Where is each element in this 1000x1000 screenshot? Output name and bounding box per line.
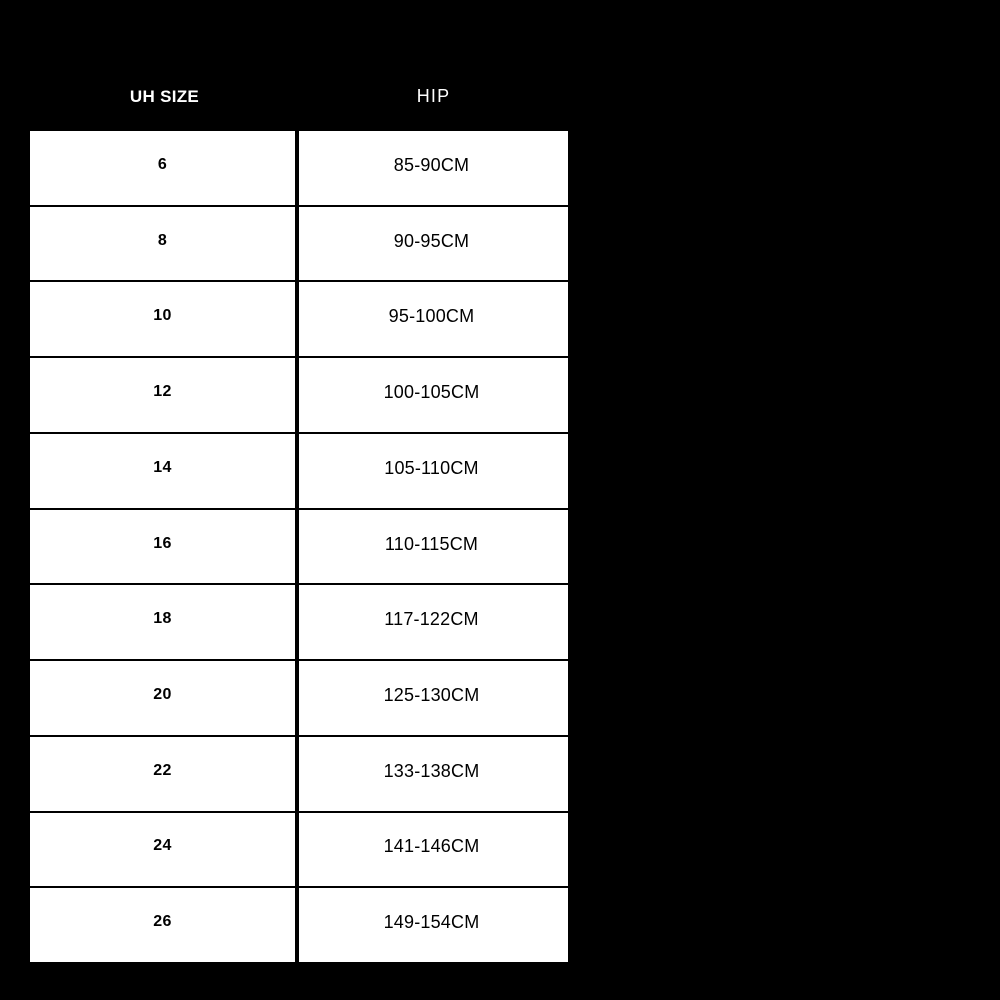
cell-hip: 95-100CM (388, 306, 475, 327)
cell-hip: 110-115CM (384, 533, 479, 554)
column-header-uh-size: UH SIZE (129, 86, 200, 106)
table-row: 6 85-90CM (30, 131, 568, 207)
cell-uh-size: 14 (30, 433, 299, 508)
cell-hip: 125-130CM (383, 685, 480, 705)
cell-hip: 133-138CM (383, 760, 480, 781)
cell-uh-size: 16 (30, 509, 299, 584)
table-row: 26 149-154CM (30, 888, 568, 963)
cell-uh-size: 24 (30, 812, 299, 887)
table-column-headers: UH SIZE HIP (30, 78, 568, 114)
cell-hip: 105-110CM (384, 457, 479, 478)
cell-hip: 141-146CM (383, 836, 480, 857)
table-row: 16 110-115CM (30, 509, 568, 586)
column-header-hip: HIP (416, 86, 451, 106)
cell-hip: 149-154CM (383, 912, 480, 933)
table-row: 10 95-100CM (30, 282, 568, 359)
cell-uh-size: 20 (30, 661, 299, 735)
cell-uh-size: 10 (30, 282, 299, 357)
table-row: 14 105-110CM (30, 433, 568, 510)
cell-uh-size: 6 (30, 131, 299, 205)
table-row: 20 125-130CM (30, 661, 568, 737)
cell-uh-size: 22 (30, 736, 299, 811)
cell-hip: 90-95CM (393, 230, 470, 251)
table-row: 18 117-122CM (30, 585, 568, 662)
size-chart-table: 6 85-90CM 8 90-95CM 10 95-100CM 12 100-1… (30, 131, 568, 963)
cell-uh-size: 8 (30, 206, 299, 281)
cell-hip: 100-105CM (383, 382, 480, 403)
cell-hip: 85-90CM (393, 154, 470, 175)
table-row: 24 141-146CM (30, 812, 568, 889)
cell-uh-size: 18 (30, 585, 299, 660)
table-row: 22 133-138CM (30, 736, 568, 813)
cell-hip: 117-122CM (384, 609, 479, 630)
table-row: 12 100-105CM (30, 358, 568, 434)
cell-uh-size: 26 (30, 888, 299, 963)
cell-uh-size: 12 (30, 358, 299, 432)
table-row: 8 90-95CM (30, 206, 568, 283)
